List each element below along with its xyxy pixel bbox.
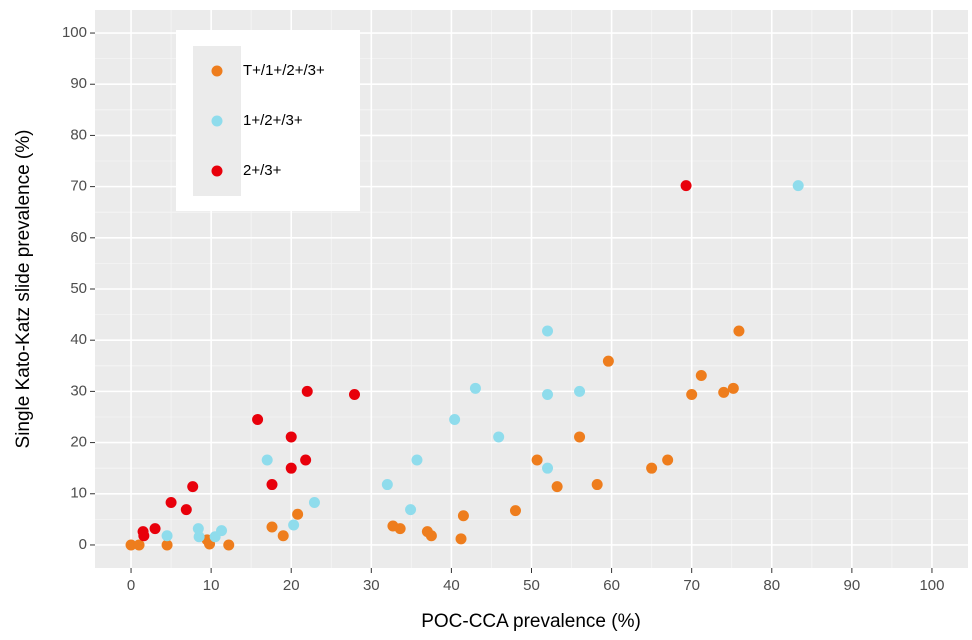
point — [602, 355, 614, 367]
point — [792, 180, 804, 192]
y-tick-label: 50 — [70, 280, 87, 297]
point — [591, 479, 603, 491]
point — [405, 504, 417, 516]
point — [187, 481, 199, 493]
point — [457, 510, 469, 522]
point — [411, 454, 423, 466]
x-tick-label: 10 — [203, 577, 220, 594]
point — [223, 539, 235, 551]
x-tick-label: 80 — [763, 577, 780, 594]
point — [285, 431, 297, 443]
x-tick-label: 20 — [283, 577, 300, 594]
legend-label: 2+/3+ — [243, 162, 282, 179]
y-tick-label: 60 — [70, 229, 87, 246]
y-tick-label: 20 — [70, 434, 87, 451]
point — [542, 388, 554, 400]
y-tick-label: 0 — [79, 536, 87, 553]
point — [718, 386, 730, 398]
point — [425, 530, 437, 542]
y-tick-label: 10 — [70, 485, 87, 502]
point — [288, 519, 300, 531]
point — [161, 539, 173, 551]
point — [252, 414, 264, 426]
point — [381, 479, 393, 491]
point — [300, 454, 312, 466]
point — [574, 431, 586, 443]
point — [292, 508, 304, 520]
y-tick-label: 30 — [70, 382, 87, 399]
legend-label: 1+/2+/3+ — [243, 112, 303, 129]
point — [165, 496, 177, 508]
point — [193, 531, 205, 543]
x-tick-label: 100 — [919, 577, 944, 594]
point — [180, 504, 192, 516]
point — [449, 414, 461, 426]
x-tick-label: 60 — [603, 577, 620, 594]
point — [161, 530, 173, 542]
y-tick-label: 80 — [70, 126, 87, 143]
legend-marker — [211, 65, 223, 77]
legend-marker — [211, 165, 223, 177]
x-tick-label: 50 — [523, 577, 540, 594]
point — [192, 523, 204, 535]
point — [493, 431, 505, 443]
point — [348, 388, 360, 400]
point — [680, 180, 692, 192]
point — [266, 479, 278, 491]
point — [133, 539, 145, 551]
point — [138, 530, 150, 542]
x-axis-label: POC-CCA prevalence (%) — [421, 611, 641, 632]
point — [509, 505, 521, 517]
x-tick-label: 70 — [683, 577, 700, 594]
point — [455, 533, 467, 545]
point — [542, 325, 554, 337]
point — [216, 525, 228, 537]
y-tick-label: 40 — [70, 331, 87, 348]
point — [149, 523, 161, 535]
point — [551, 481, 563, 493]
point — [125, 539, 137, 551]
x-tick-label: 30 — [363, 577, 380, 594]
point — [574, 385, 586, 397]
point — [695, 370, 707, 382]
point — [277, 530, 289, 542]
point — [285, 462, 297, 474]
point — [542, 462, 554, 474]
point — [394, 523, 406, 535]
point — [266, 521, 278, 533]
y-tick-label: 70 — [70, 178, 87, 195]
point — [686, 388, 698, 400]
x-tick-label: 40 — [443, 577, 460, 594]
point — [662, 454, 674, 466]
point — [727, 382, 739, 394]
point — [301, 385, 313, 397]
x-tick-label: 0 — [127, 577, 135, 594]
y-tick-label: 90 — [70, 75, 87, 92]
point — [308, 496, 320, 508]
legend-marker — [211, 115, 223, 127]
legend-label: T+/1+/2+/3+ — [243, 62, 325, 79]
point — [261, 454, 273, 466]
point — [733, 325, 745, 337]
point — [646, 462, 658, 474]
point — [469, 382, 481, 394]
y-tick-label: 100 — [62, 24, 87, 41]
point — [531, 454, 543, 466]
x-tick-label: 90 — [844, 577, 861, 594]
y-axis-label: Single Kato-Katz slide prevalence (%) — [13, 130, 34, 449]
